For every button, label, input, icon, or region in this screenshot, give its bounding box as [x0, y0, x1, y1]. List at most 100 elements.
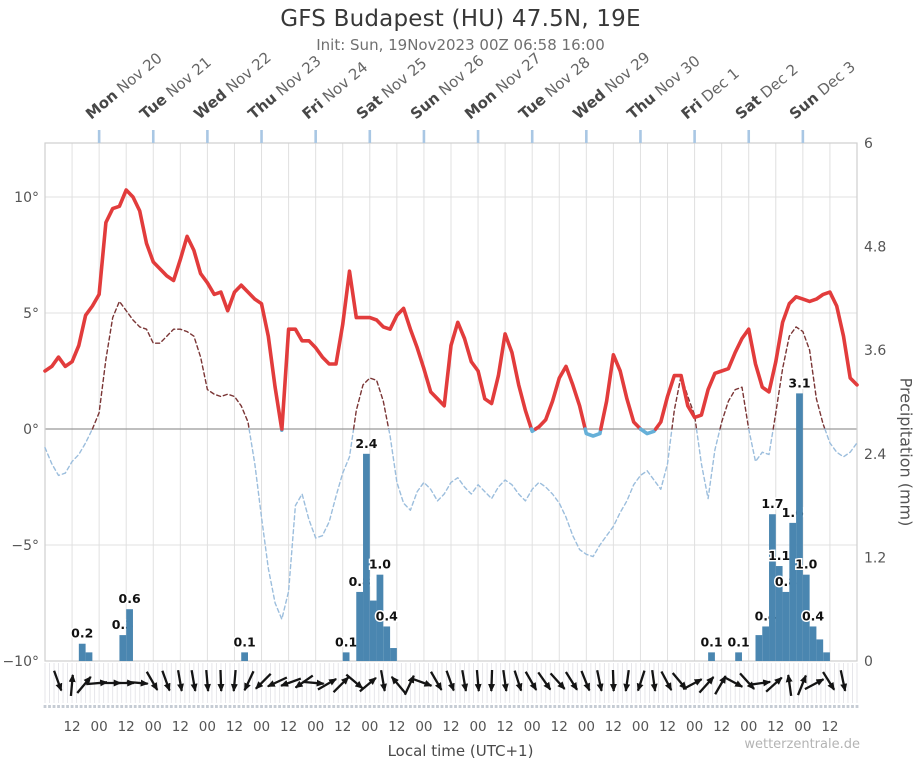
- x-tick-label: 00: [740, 719, 757, 735]
- temperature-2m-solid-warm-segment: [653, 290, 859, 431]
- axis-minor-tick-dot: [201, 705, 205, 708]
- axis-minor-tick-dot: [219, 705, 223, 708]
- axis-minor-tick-dot: [413, 705, 417, 708]
- wind-direction-arrow: [682, 678, 703, 691]
- x-tick-label: 00: [469, 719, 486, 735]
- axis-minor-tick-dot: [278, 705, 281, 708]
- axis-minor-tick-dot: [309, 705, 313, 708]
- axis-minor-tick-dot: [747, 705, 751, 708]
- wind-direction-arrow: [243, 670, 255, 692]
- wind-direction-arrow: [217, 669, 225, 692]
- axis-minor-tick-dot: [810, 705, 814, 708]
- precipitation-bar: [769, 514, 776, 661]
- wind-direction-arrow: [429, 671, 443, 691]
- wind-direction-arrow: [461, 669, 469, 692]
- axis-minor-tick-dot: [639, 705, 642, 708]
- x-tick-label: 12: [551, 719, 568, 735]
- dashed-temperature-line-warm-segment: [91, 300, 250, 430]
- y-right-tick-label: 4.8: [864, 240, 886, 256]
- precipitation-bar-label: 0.4: [376, 608, 398, 623]
- precipitation-bar: [376, 574, 384, 661]
- axis-minor-tick-dot: [490, 705, 493, 708]
- axis-minor-tick-dot: [760, 705, 764, 708]
- axis-minor-tick-dot: [260, 705, 263, 708]
- axis-minor-tick-dot: [684, 705, 687, 708]
- axis-minor-tick-dot: [512, 705, 516, 708]
- precipitation-bar-label: 1.7: [761, 496, 783, 511]
- axis-minor-tick-dot: [607, 705, 611, 708]
- axis-minor-tick-dot: [765, 705, 769, 708]
- axis-minor-tick-dot: [251, 705, 254, 708]
- axis-minor-tick-dot: [237, 705, 241, 708]
- precipitation-bar: [78, 643, 86, 661]
- axis-minor-tick-dot: [774, 705, 778, 708]
- axis-minor-tick-dot: [485, 705, 489, 708]
- axis-minor-tick-dot: [151, 705, 155, 708]
- axis-minor-tick-dot: [796, 705, 800, 708]
- wind-direction-arrow: [53, 670, 63, 692]
- precipitation-bar-label: 0.1: [700, 634, 722, 649]
- axis-minor-tick-dot: [476, 705, 480, 708]
- dashed-temperature-line-cold-segment: [695, 428, 721, 500]
- axis-minor-tick-dot: [296, 705, 300, 708]
- axis-minor-tick-dot: [715, 705, 719, 708]
- wind-direction-arrow: [445, 670, 455, 692]
- axis-minor-tick-dot: [792, 705, 796, 708]
- axis-minor-tick-dot: [120, 705, 124, 708]
- axis-minor-tick-dot: [621, 705, 624, 708]
- precipitation-bar: [789, 522, 797, 661]
- axis-minor-tick-dot: [192, 705, 196, 708]
- axis-minor-tick-dot: [508, 705, 512, 708]
- dashed-temperature-line-cold-segment: [748, 428, 774, 463]
- axis-minor-tick-dot: [345, 705, 349, 708]
- wind-direction-arrow: [636, 670, 646, 692]
- axis-minor-tick-dot: [381, 705, 385, 708]
- axis-minor-tick-dot: [156, 705, 160, 708]
- wind-direction-arrow: [345, 673, 364, 690]
- precipitation-bar: [802, 574, 810, 661]
- wind-direction-arrow: [513, 670, 523, 692]
- axis-minor-tick-dot: [575, 705, 579, 708]
- wind-direction-arrow: [280, 677, 302, 687]
- axis-minor-tick-dot: [314, 705, 318, 708]
- axis-minor-tick-dot: [544, 705, 548, 708]
- axis-minor-tick-dot: [472, 705, 475, 708]
- axis-minor-tick-dot: [372, 705, 376, 708]
- x-tick-label: 12: [659, 719, 676, 735]
- precipitation-bar: [782, 591, 790, 661]
- axis-minor-tick-dot: [661, 705, 665, 708]
- axis-minor-tick-dot: [255, 705, 259, 708]
- precipitation-bar-label: 0.1: [335, 634, 357, 649]
- precipitation-bar: [735, 652, 742, 661]
- x-tick-label: 12: [388, 719, 405, 735]
- axis-minor-tick-dot: [535, 705, 539, 708]
- axis-minor-tick-dot: [833, 705, 836, 708]
- wind-direction-arrow: [332, 676, 350, 694]
- y-right-tick-label: 2.4: [864, 447, 886, 463]
- axis-minor-tick-dot: [751, 705, 755, 708]
- axis-minor-tick-dot: [652, 705, 656, 708]
- axis-minor-tick-dot: [648, 705, 651, 708]
- wind-direction-arrow: [723, 675, 744, 688]
- axis-minor-tick-dot: [215, 705, 218, 708]
- temperature-2m-solid-warm-segment: [43, 188, 284, 431]
- axis-minor-tick-dot: [129, 705, 133, 708]
- x-tick-label: 12: [63, 719, 80, 735]
- precipitation-bar-label: 1.1: [768, 548, 790, 563]
- x-tick-label: 12: [280, 719, 297, 735]
- temperature-2m-solid-warm-segment: [599, 353, 643, 431]
- wind-direction-arrow: [317, 678, 337, 691]
- axis-minor-tick-dot: [819, 705, 823, 708]
- wind-direction-arrow: [796, 674, 807, 696]
- wind-direction-arrow: [474, 669, 482, 692]
- axis-minor-tick-dot: [169, 705, 173, 708]
- axis-minor-tick-dot: [233, 705, 236, 708]
- wind-direction-arrow: [671, 672, 688, 690]
- axis-minor-tick-dot: [580, 705, 584, 708]
- precipitation-bar: [762, 626, 770, 661]
- precipitation-bar: [796, 393, 803, 661]
- axis-minor-tick-dot: [855, 705, 859, 708]
- x-tick-label: 12: [226, 719, 243, 735]
- x-axis-title: Local time (UTC+1): [387, 742, 534, 760]
- axis-minor-tick-dot: [517, 705, 521, 708]
